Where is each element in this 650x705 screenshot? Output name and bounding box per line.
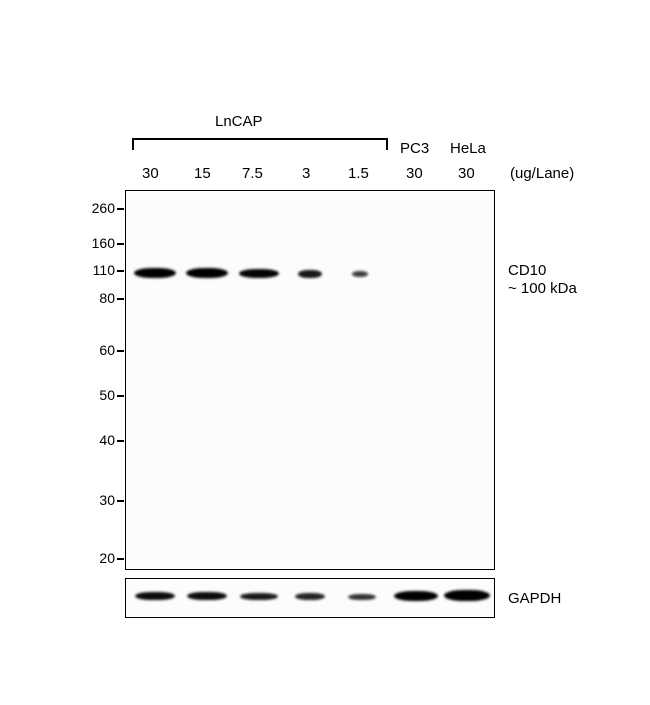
band-cd10-lane1 [134,268,176,278]
band-gapdh-lane4 [295,593,325,600]
lane-unit-label: (ug/Lane) [510,165,574,182]
lane-header-7: 30 [458,165,475,182]
mw-tick-50 [117,395,124,397]
band-gapdh-lane2 [187,592,227,600]
band-gapdh-lane6 [394,591,438,601]
mw-tick-260 [117,208,124,210]
mw-tick-110 [117,270,124,272]
target-label-gapdh: GAPDH [508,590,561,607]
target-label-cd10: CD10 [508,262,546,279]
mw-label-50: 50 [99,387,115,403]
band-cd10-lane2 [186,268,228,278]
band-gapdh-lane1 [135,592,175,600]
band-gapdh-lane5 [348,594,376,600]
mw-label-60: 60 [99,342,115,358]
lane-header-3: 7.5 [242,165,263,182]
lane-header-1: 30 [142,165,159,182]
bracket-lncap-right [386,138,388,150]
lane-header-4: 3 [302,165,310,182]
group-label-pc3: PC3 [400,140,429,157]
mw-tick-30 [117,500,124,502]
band-gapdh-lane3 [240,593,278,600]
mw-tick-20 [117,558,124,560]
mw-label-30: 30 [99,492,115,508]
main-blot [125,190,495,570]
figure-canvas: LnCAP PC3 HeLa 30 15 7.5 3 1.5 30 30 (ug… [0,0,650,705]
mw-label-110: 110 [93,262,115,278]
mw-tick-40 [117,440,124,442]
group-label-hela: HeLa [450,140,486,157]
lane-header-2: 15 [194,165,211,182]
mw-tick-160 [117,243,124,245]
band-cd10-lane3 [239,269,279,278]
mw-label-160: 160 [92,235,115,251]
target-label-mass: ~ 100 kDa [508,280,577,297]
lane-header-5: 1.5 [348,165,369,182]
band-gapdh-lane7 [444,590,490,601]
group-label-lncap: LnCAP [215,113,263,130]
mw-label-40: 40 [99,432,115,448]
mw-label-80: 80 [99,290,115,306]
bracket-lncap-left [132,138,134,150]
band-cd10-lane5 [352,271,368,277]
band-cd10-lane4 [298,270,322,278]
mw-tick-60 [117,350,124,352]
mw-label-260: 260 [92,200,115,216]
mw-tick-80 [117,298,124,300]
bracket-lncap-top [132,138,388,140]
lane-header-6: 30 [406,165,423,182]
mw-label-20: 20 [99,550,115,566]
